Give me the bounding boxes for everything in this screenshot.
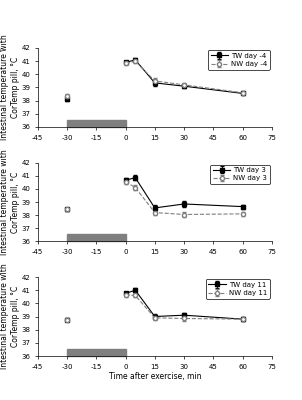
Text: B: B <box>0 158 1 168</box>
Legend: TW day 11, NW day 11: TW day 11, NW day 11 <box>206 279 270 299</box>
Text: A: A <box>0 44 1 54</box>
Bar <box>67 349 126 356</box>
Y-axis label: Intestinal temperature with
CorTemp pill, °C: Intestinal temperature with CorTemp pill… <box>0 264 20 369</box>
Y-axis label: Intestinal temperature with
CorTemp pill, °C: Intestinal temperature with CorTemp pill… <box>0 149 20 255</box>
X-axis label: Time after exercise, min: Time after exercise, min <box>108 372 201 382</box>
Legend: TW day 3, NW day 3: TW day 3, NW day 3 <box>210 164 270 184</box>
Bar <box>67 234 126 242</box>
Legend: TW day -4, NW day -4: TW day -4, NW day -4 <box>208 50 270 70</box>
Bar <box>67 120 126 127</box>
Y-axis label: Intestinal temperature with
CorTemp pill, °C: Intestinal temperature with CorTemp pill… <box>0 35 20 140</box>
